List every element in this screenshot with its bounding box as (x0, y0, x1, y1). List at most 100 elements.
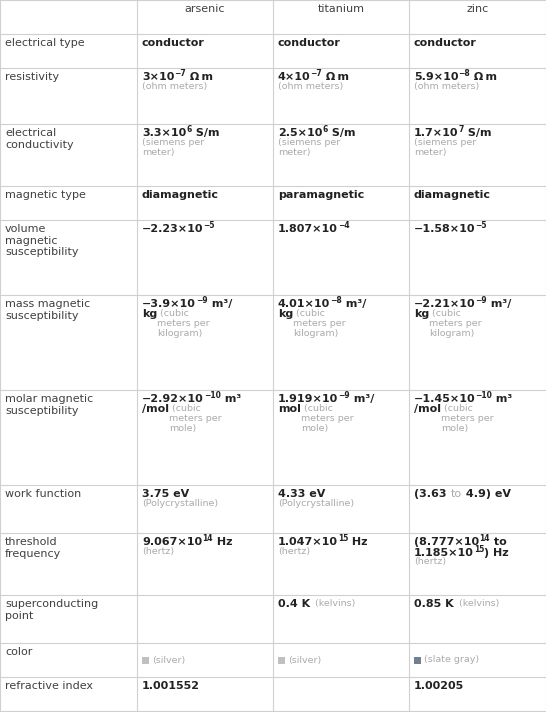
Text: −2.92×10: −2.92×10 (142, 394, 204, 404)
Text: Ω m: Ω m (322, 72, 349, 82)
Text: Hz: Hz (212, 537, 232, 547)
Text: 1.7×10: 1.7×10 (414, 128, 459, 138)
Text: 7: 7 (459, 125, 464, 135)
Text: mol: mol (278, 404, 301, 414)
Text: m³/: m³/ (207, 299, 232, 309)
Text: (cubic
meters per
kilogram): (cubic meters per kilogram) (157, 308, 210, 338)
Text: to: to (490, 537, 506, 547)
Text: (ohm meters): (ohm meters) (278, 82, 343, 90)
Text: diamagnetic: diamagnetic (414, 190, 491, 200)
Text: −10: −10 (476, 392, 492, 400)
Text: (silver): (silver) (152, 656, 185, 664)
Text: 3×10: 3×10 (142, 72, 174, 82)
Text: (siemens per
meter): (siemens per meter) (278, 137, 340, 157)
Text: mass magnetic
susceptibility: mass magnetic susceptibility (5, 299, 90, 320)
Text: 4×10: 4×10 (278, 72, 311, 82)
Text: ) Hz: ) Hz (484, 548, 509, 557)
Text: /mol: /mol (414, 404, 441, 414)
Text: diamagnetic: diamagnetic (142, 190, 219, 200)
Text: to: to (450, 489, 461, 499)
Text: −1.45×10: −1.45×10 (414, 394, 476, 404)
Text: (cubic
meters per
mole): (cubic meters per mole) (441, 404, 494, 434)
Text: −9: −9 (339, 392, 350, 400)
Text: −7: −7 (311, 69, 322, 78)
Bar (278, 656, 285, 664)
Text: electrical
conductivity: electrical conductivity (5, 128, 74, 150)
Text: −2.23×10: −2.23×10 (142, 224, 204, 234)
Text: m³/: m³/ (350, 394, 374, 404)
Text: −1.58×10: −1.58×10 (414, 224, 476, 234)
Text: kg: kg (278, 308, 293, 318)
Text: −3.9×10: −3.9×10 (142, 299, 196, 309)
Text: 4.01×10: 4.01×10 (278, 299, 330, 309)
Text: color: color (5, 647, 32, 657)
Text: (hertz): (hertz) (414, 557, 446, 567)
Text: zinc: zinc (466, 4, 489, 14)
Text: molar magnetic
susceptibility: molar magnetic susceptibility (5, 394, 93, 416)
Text: (3.63: (3.63 (414, 489, 450, 499)
Text: work function: work function (5, 489, 81, 499)
Text: magnetic type: magnetic type (5, 190, 86, 200)
Text: −7: −7 (174, 69, 186, 78)
Text: 9.067×10: 9.067×10 (142, 537, 202, 547)
Text: 1.001552: 1.001552 (142, 681, 200, 691)
Text: (silver): (silver) (288, 656, 321, 664)
Bar (414, 656, 421, 664)
Text: −5: −5 (476, 221, 487, 231)
Text: 3.75 eV: 3.75 eV (142, 489, 189, 499)
Text: −8: −8 (330, 296, 342, 305)
Text: refractive index: refractive index (5, 681, 93, 691)
Text: −8: −8 (459, 69, 470, 78)
Text: m³: m³ (492, 394, 513, 404)
Text: (ohm meters): (ohm meters) (414, 82, 479, 90)
Text: (cubic
meters per
mole): (cubic meters per mole) (301, 404, 353, 434)
Text: threshold
frequency: threshold frequency (5, 537, 61, 559)
Text: 3.3×10: 3.3×10 (142, 128, 186, 138)
Text: Hz: Hz (348, 537, 368, 547)
Text: (hertz): (hertz) (142, 547, 174, 555)
Text: (slate gray): (slate gray) (424, 656, 479, 664)
Text: conductor: conductor (278, 38, 341, 48)
Text: 6: 6 (186, 125, 192, 135)
Text: (8.777×10: (8.777×10 (414, 537, 479, 547)
Text: S/m: S/m (464, 128, 491, 138)
Text: 6: 6 (322, 125, 328, 135)
Text: resistivity: resistivity (5, 72, 59, 82)
Text: kg: kg (142, 308, 157, 318)
Text: superconducting
point: superconducting point (5, 599, 98, 621)
Text: (siemens per
meter): (siemens per meter) (414, 137, 476, 157)
Text: (cubic
meters per
kilogram): (cubic meters per kilogram) (429, 308, 482, 338)
Text: Ω m: Ω m (186, 72, 213, 82)
Text: −2.21×10: −2.21×10 (414, 299, 476, 309)
Text: −9: −9 (196, 296, 207, 305)
Text: /mol: /mol (142, 404, 169, 414)
Text: (cubic
meters per
mole): (cubic meters per mole) (169, 404, 222, 434)
Text: 5.9×10: 5.9×10 (414, 72, 459, 82)
Text: 1.185×10: 1.185×10 (414, 548, 474, 557)
Text: (hertz): (hertz) (278, 547, 310, 555)
Text: (kelvins): (kelvins) (455, 599, 499, 608)
Text: (Polycrystalline): (Polycrystalline) (278, 498, 354, 508)
Text: paramagnetic: paramagnetic (278, 190, 364, 200)
Text: 0.4 K: 0.4 K (278, 599, 310, 609)
Text: conductor: conductor (142, 38, 205, 48)
Text: 15: 15 (474, 545, 484, 554)
Text: 1.919×10: 1.919×10 (278, 394, 339, 404)
Text: (siemens per
meter): (siemens per meter) (142, 137, 204, 157)
Text: 1.047×10: 1.047×10 (278, 537, 338, 547)
Text: 4.33 eV: 4.33 eV (278, 489, 325, 499)
Text: (Polycrystalline): (Polycrystalline) (142, 498, 218, 508)
Text: 1.00205: 1.00205 (414, 681, 464, 691)
Text: −4: −4 (338, 221, 349, 231)
Text: 14: 14 (479, 535, 490, 543)
Text: m³/: m³/ (342, 299, 366, 309)
Text: electrical type: electrical type (5, 38, 85, 48)
Text: −10: −10 (204, 392, 221, 400)
Text: m³/: m³/ (487, 299, 512, 309)
Text: (cubic
meters per
kilogram): (cubic meters per kilogram) (293, 308, 346, 338)
Text: 15: 15 (338, 535, 348, 543)
Text: 4.9) eV: 4.9) eV (461, 489, 511, 499)
Text: kg: kg (414, 308, 429, 318)
Text: 2.5×10: 2.5×10 (278, 128, 322, 138)
Text: Ω m: Ω m (470, 72, 497, 82)
